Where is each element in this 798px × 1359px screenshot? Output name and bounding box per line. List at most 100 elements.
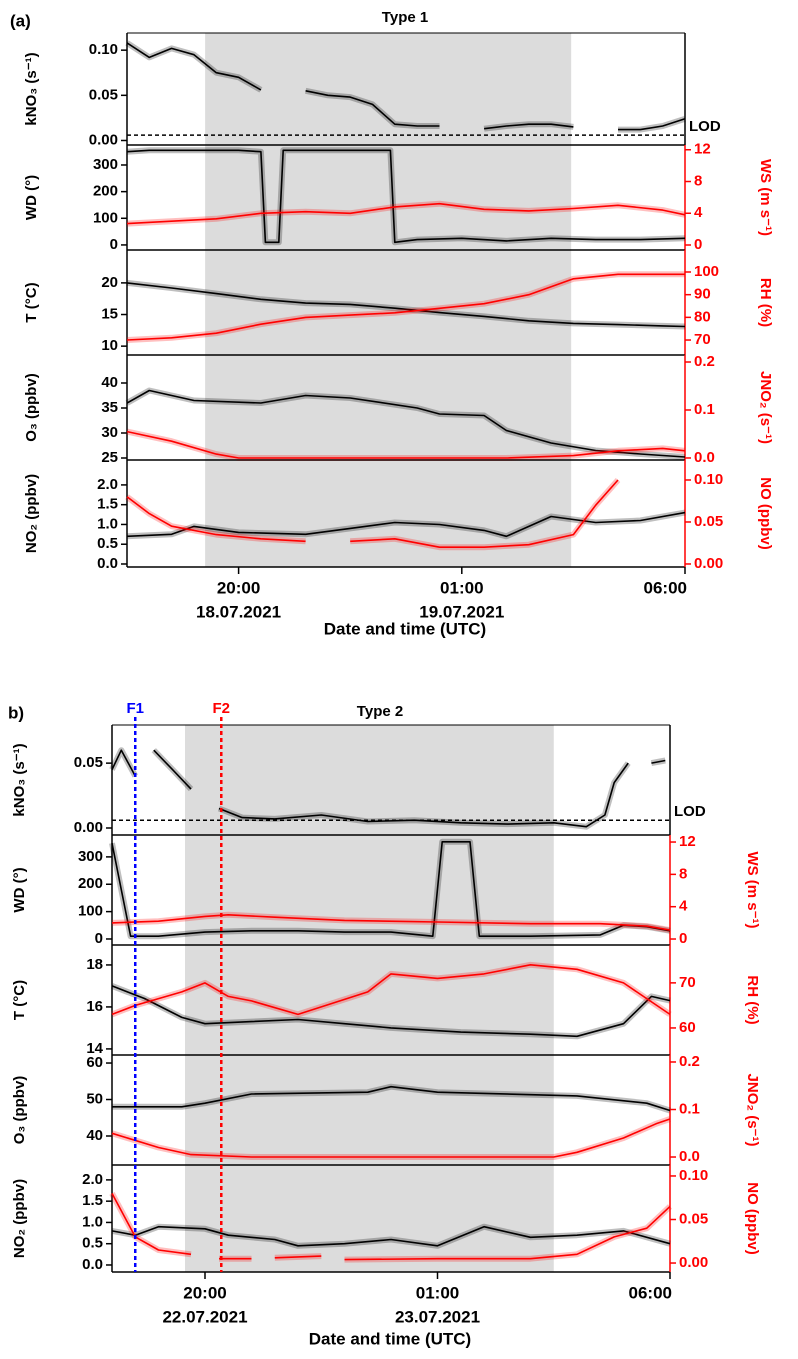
series-line — [126, 479, 619, 548]
series-line — [126, 42, 686, 131]
y-tick-label: 20 — [101, 274, 118, 291]
y2-axis-label: NO (ppbv) — [757, 477, 774, 550]
y-tick-label: 2.0 — [97, 476, 118, 493]
event-label: F2 — [213, 700, 231, 717]
y2-tick-label: 12 — [694, 141, 711, 158]
x-tick-label: 01:00 — [416, 1283, 459, 1302]
lod-label: LOD — [674, 803, 706, 820]
y2-tick-label: 4 — [694, 204, 703, 221]
y-tick-label: 200 — [78, 875, 103, 892]
y2-tick-label: 100 — [694, 263, 719, 280]
y-tick-label: 1.0 — [97, 515, 118, 532]
series-line — [111, 841, 671, 937]
y-axis-label: NO₂ (ppbv) — [23, 474, 40, 553]
y-axis-label: T (°C) — [11, 980, 28, 1020]
series-line — [111, 1193, 671, 1261]
y-axis-label: NO₂ (ppbv) — [11, 1179, 28, 1258]
x-tick-label: 06:00 — [644, 578, 687, 597]
y-tick-label: 1.5 — [97, 496, 118, 513]
y2-axis-label: RH (%) — [757, 278, 774, 327]
y-tick-label: 50 — [86, 1090, 103, 1107]
y-tick-label: 100 — [78, 903, 103, 920]
y2-tick-label: 0.1 — [679, 1100, 700, 1117]
shade-region — [185, 725, 554, 1272]
chart-title: Type 1 — [382, 9, 428, 26]
y2-tick-label: 8 — [679, 865, 687, 882]
y2-tick-label: 70 — [679, 974, 696, 991]
y2-axis-label: NO (ppbv) — [744, 1182, 761, 1255]
x-tick-label: 06:00 — [629, 1283, 672, 1302]
y2-tick-label: 12 — [679, 833, 696, 850]
y2-axis-label: RH (%) — [744, 975, 761, 1024]
x-axis-label: Date and time (UTC) — [309, 1329, 471, 1348]
y-tick-label: 0.10 — [89, 41, 118, 58]
y2-tick-label: 0 — [679, 930, 687, 947]
y-tick-label: 0.0 — [82, 1256, 103, 1273]
series-line — [111, 914, 671, 931]
series-line — [126, 273, 685, 341]
x-tick-date: 19.07.2021 — [419, 602, 504, 621]
y2-tick-label: 4 — [679, 898, 688, 915]
y-tick-label: 16 — [86, 998, 103, 1015]
panel-label: (a) — [10, 11, 31, 30]
series-line — [111, 964, 671, 1016]
x-tick-label: 20:00 — [183, 1283, 226, 1302]
y-tick-label: 0.5 — [97, 535, 118, 552]
y2-tick-label: 0.10 — [679, 1167, 708, 1184]
y-tick-label: 300 — [78, 848, 103, 865]
y-tick-label: 30 — [101, 424, 118, 441]
x-axis-label: Date and time (UTC) — [324, 619, 486, 638]
x-tick-label: 01:00 — [440, 578, 483, 597]
y-tick-label: 1.0 — [82, 1213, 103, 1230]
y-tick-label: 2.0 — [82, 1171, 103, 1188]
series-line — [126, 389, 686, 458]
y2-tick-label: 0.10 — [694, 471, 723, 488]
y2-tick-label: 60 — [679, 1019, 696, 1036]
chart-title: Type 2 — [357, 703, 403, 720]
y2-tick-label: 0.0 — [694, 449, 715, 466]
series-line — [126, 511, 686, 538]
y-tick-label: 0.0 — [97, 555, 118, 572]
y-tick-label: 18 — [86, 956, 103, 973]
y-tick-label: 10 — [101, 337, 118, 354]
y2-tick-label: 80 — [694, 308, 711, 325]
x-tick-label: 20:00 — [217, 578, 260, 597]
lod-label: LOD — [689, 118, 721, 135]
event-label: F1 — [126, 700, 144, 717]
series-line — [126, 202, 686, 225]
y2-tick-label: 0.00 — [694, 555, 723, 572]
y2-tick-label: 0.2 — [679, 1053, 700, 1070]
y-tick-label: 40 — [101, 374, 118, 391]
y2-tick-label: 0.0 — [679, 1148, 700, 1165]
y2-tick-label: 0.2 — [694, 353, 715, 370]
series-line — [111, 1225, 671, 1247]
y-tick-label: 60 — [86, 1054, 103, 1071]
y2-tick-label: 70 — [694, 331, 711, 348]
y-axis-label: O₃ (ppbv) — [11, 1076, 28, 1145]
y2-tick-label: 0.05 — [679, 1210, 708, 1227]
y-axis-label: T (°C) — [23, 282, 40, 322]
y-tick-label: 35 — [101, 399, 118, 416]
y2-tick-label: 0.00 — [679, 1254, 708, 1271]
series-line — [111, 749, 666, 828]
x-tick-date: 23.07.2021 — [395, 1307, 480, 1326]
series-line — [111, 985, 671, 1038]
y2-tick-label: 0.05 — [694, 513, 723, 530]
y-tick-label: 15 — [101, 305, 118, 322]
y-tick-label: 200 — [93, 183, 118, 200]
y2-tick-label: 0 — [694, 236, 702, 253]
y2-axis-label: JNO₂ (s⁻¹) — [744, 1074, 761, 1147]
y-tick-label: 0.05 — [89, 86, 118, 103]
y2-tick-label: 0.1 — [694, 401, 715, 418]
y2-axis-label: WS (m s⁻¹) — [744, 851, 761, 928]
y-tick-label: 300 — [93, 156, 118, 173]
y-axis-label: WD (°) — [23, 175, 40, 220]
y-tick-label: 14 — [86, 1040, 103, 1057]
series-line — [111, 1118, 671, 1158]
x-tick-date: 22.07.2021 — [162, 1307, 247, 1326]
y-tick-label: 0.05 — [74, 754, 103, 771]
y-tick-label: 100 — [93, 209, 118, 226]
y2-axis-label: JNO₂ (s⁻¹) — [757, 371, 774, 444]
